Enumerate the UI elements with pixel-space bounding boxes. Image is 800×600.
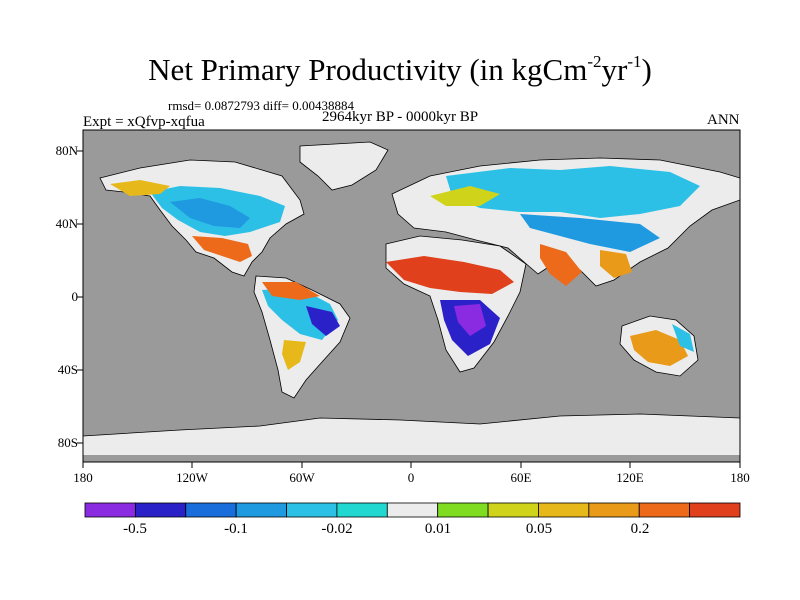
colorbar-swatch [638, 502, 691, 518]
na-yellow [110, 180, 170, 196]
lat-tick-label: 40S [57, 362, 78, 377]
aus-blue [672, 324, 694, 352]
india-orange [540, 244, 582, 286]
colorbar-swatch [487, 502, 539, 518]
period-label: 2964kyr BP - 0000kyr BP [322, 109, 479, 125]
sa-yellow [282, 340, 306, 370]
colorbar-label: -0.02 [321, 521, 353, 537]
colorbar-label: -0.5 [123, 521, 147, 537]
lon-tick-label: 180 [73, 470, 93, 485]
lat-tick-label: 0 [71, 289, 79, 304]
plot-title: Net Primary Productivity (in kgCm-2yr-1) [148, 52, 652, 87]
map-area [83, 130, 740, 462]
asia-deep [520, 214, 660, 252]
lat-tick-label: 80N [55, 143, 78, 158]
colorbar-swatch [286, 502, 338, 518]
lon-tick-label: 180 [730, 470, 750, 485]
sa-deep [306, 306, 340, 336]
colorbar-swatch [689, 502, 741, 518]
lon-tick-label: 120E [616, 470, 644, 485]
na-orange [192, 236, 252, 262]
greenland [299, 141, 389, 191]
colorbar-swatch [386, 502, 439, 518]
colorbar-swatch [84, 502, 136, 518]
colorbar-label: 0.05 [525, 521, 553, 537]
se-asia [600, 250, 632, 278]
season-label: ANN [707, 112, 740, 128]
aus-orange [630, 330, 688, 366]
lat-tick-label: 40N [55, 216, 78, 231]
colorbar-swatch [336, 502, 388, 518]
colorbar-label: 0.2 [630, 521, 650, 537]
na-deep [170, 198, 250, 228]
lon-tick-label: 60W [289, 470, 315, 485]
colorbar-swatch [235, 502, 287, 518]
antarctic-ocean-edge [83, 455, 740, 462]
colorbar-swatch [134, 502, 187, 518]
colorbar-swatch [185, 502, 237, 518]
sa-orange [262, 282, 320, 300]
axis-ticks [77, 150, 741, 468]
africa-purple [454, 304, 486, 336]
colorbar-label: -0.1 [224, 521, 248, 537]
antarctica [83, 413, 740, 462]
lon-tick-label: 60E [510, 470, 532, 485]
colorbar-swatch [538, 502, 590, 518]
experiment-label: Expt = xQfvp-xqfua [83, 114, 205, 130]
colorbar [84, 502, 741, 518]
sahel-red [386, 256, 514, 294]
rmsd-diff-stats: rmsd= 0.0872793 diff= 0.00438884 [168, 98, 354, 113]
colorbar-swatch [588, 502, 640, 518]
eurasia-blue [446, 166, 700, 218]
lat-tick-label: 80S [57, 435, 78, 450]
colorbar-label: 0.01 [424, 521, 452, 537]
lon-tick-label: 120W [176, 470, 208, 485]
colorbar-swatch [437, 502, 489, 518]
europe-yellow [430, 186, 500, 206]
lon-tick-label: 0 [407, 470, 415, 485]
